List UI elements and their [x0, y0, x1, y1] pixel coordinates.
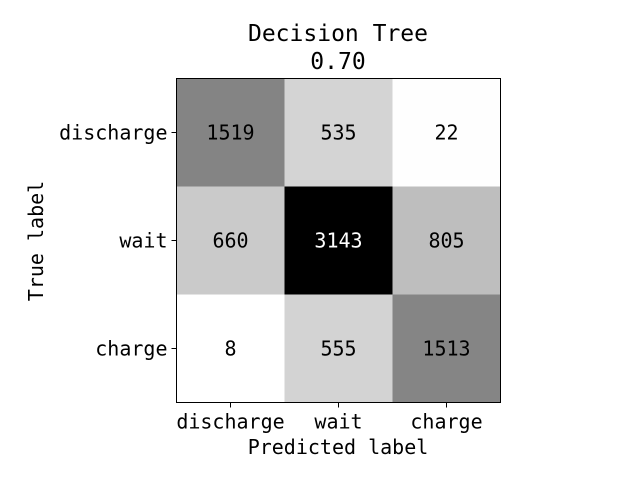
heatmap-cell — [176, 186, 285, 295]
x-tick-label: wait — [314, 410, 362, 434]
heatmap-cell — [284, 186, 393, 295]
heatmap-cell — [176, 78, 285, 187]
heatmap-cell-label: 1513 — [422, 337, 470, 361]
heatmap-cell — [284, 78, 393, 187]
y-axis-label: True label — [24, 181, 48, 301]
heatmap-cell-label: 22 — [434, 121, 458, 145]
y-tick-label: wait — [119, 229, 167, 253]
x-axis-ticks: discharge wait charge — [176, 402, 483, 434]
heatmap-cell-label: 1519 — [206, 121, 254, 145]
heatmap-cell-label: 805 — [428, 229, 464, 253]
heatmap-cell — [392, 186, 501, 295]
heatmap-cell-label: 555 — [320, 337, 356, 361]
x-axis-label: Predicted label — [248, 435, 429, 459]
heatmap-cell-labels: 1519 535 22 660 3143 805 8 555 1513 — [206, 121, 470, 361]
heatmap-cell-label: 3143 — [314, 229, 362, 253]
x-tick-label: discharge — [176, 410, 284, 434]
heatmap-cell — [392, 294, 501, 403]
heatmap-cell — [284, 294, 393, 403]
y-tick-label: discharge — [59, 121, 167, 145]
y-axis-ticks: discharge wait charge — [59, 121, 177, 361]
heatmap-cell-label: 8 — [224, 337, 236, 361]
y-tick-label: charge — [95, 337, 167, 361]
heatmap-cell — [176, 294, 285, 403]
chart-subtitle: 0.70 — [310, 49, 365, 75]
heatmap-cell — [392, 78, 501, 187]
x-tick-label: charge — [410, 410, 482, 434]
chart-title: Decision Tree — [248, 21, 428, 47]
heatmap-cell-label: 660 — [212, 229, 248, 253]
heatmap-cells — [176, 78, 501, 403]
heatmap-cell-label: 535 — [320, 121, 356, 145]
